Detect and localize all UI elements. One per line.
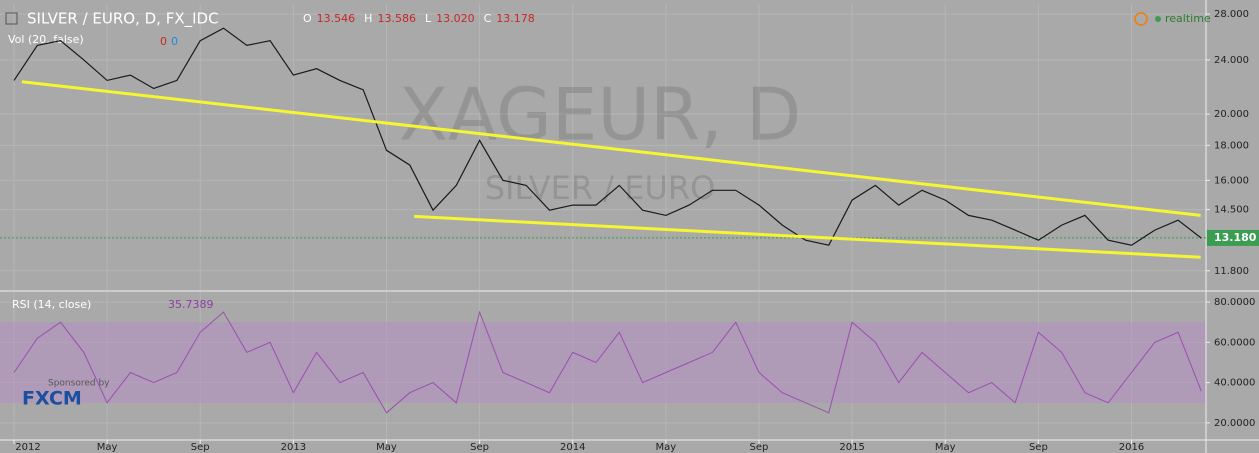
x-tick-label: 2014 bbox=[560, 442, 585, 453]
volume-value: 0 bbox=[160, 35, 167, 48]
last-price-tag bbox=[1207, 229, 1259, 246]
collapse-icon[interactable] bbox=[5, 12, 18, 25]
rsi-title: RSI (14, close) bbox=[12, 298, 91, 311]
y-tick-label: 40.0000 bbox=[1214, 378, 1255, 389]
watermark: XAGEUR, D bbox=[399, 73, 802, 157]
symbol-title[interactable]: SILVER / EURO, D, FX_IDC bbox=[27, 10, 219, 29]
x-tick-label: Sep bbox=[1029, 442, 1048, 453]
y-tick-label: 11.800 bbox=[1214, 266, 1249, 277]
rsi-band bbox=[0, 322, 1206, 403]
status-dot bbox=[1155, 16, 1161, 22]
ohlc-key: H bbox=[364, 12, 372, 25]
ohlc-value: 13.178 bbox=[496, 12, 535, 25]
y-tick-label: 18.000 bbox=[1214, 140, 1249, 151]
y-tick-label: 80.0000 bbox=[1214, 297, 1255, 308]
ohlc-value: 13.020 bbox=[436, 12, 475, 25]
x-tick-label: May bbox=[935, 442, 956, 453]
x-tick-label: 2013 bbox=[281, 442, 306, 453]
last-price-label: 13.180 bbox=[1214, 231, 1257, 244]
x-tick-label: Sep bbox=[470, 442, 489, 453]
ohlc-value: 13.546 bbox=[317, 12, 356, 25]
y-tick-label: 60.0000 bbox=[1214, 337, 1255, 348]
x-tick-label: May bbox=[97, 442, 118, 453]
trendline bbox=[21, 80, 1201, 217]
y-tick-label: 20.000 bbox=[1214, 109, 1249, 120]
sponsor-logo[interactable]: FXCM bbox=[22, 388, 82, 410]
x-tick-label: Sep bbox=[750, 442, 769, 453]
volume-label: Vol (20, false) bbox=[8, 33, 84, 46]
volume-value: 0 bbox=[171, 35, 178, 48]
ohlc-key: C bbox=[484, 12, 492, 25]
x-tick-label: Sep bbox=[191, 442, 210, 453]
y-tick-label: 20.0000 bbox=[1214, 418, 1255, 429]
y-tick-label: 14.500 bbox=[1214, 205, 1249, 216]
status: realtime bbox=[1165, 12, 1211, 25]
alert-icon[interactable] bbox=[1134, 12, 1148, 26]
ohlc-key: L bbox=[425, 12, 432, 25]
y-tick-label: 24.000 bbox=[1214, 55, 1249, 66]
y-tick-label: 16.000 bbox=[1214, 175, 1249, 186]
sponsor: Sponsored by bbox=[48, 379, 110, 389]
ohlc-key: O bbox=[303, 12, 312, 25]
watermark-subtitle: SILVER / EURO bbox=[485, 169, 716, 207]
x-tick-label: May bbox=[376, 442, 397, 453]
rsi-value: 35.7389 bbox=[168, 298, 214, 311]
x-tick-label: May bbox=[656, 442, 677, 453]
y-tick-label: 28.000 bbox=[1214, 9, 1249, 20]
x-tick-label: 2012 bbox=[15, 442, 40, 453]
x-tick-label: 2015 bbox=[839, 442, 864, 453]
rsi-line bbox=[13, 310, 1202, 414]
price-line bbox=[13, 27, 1202, 246]
trendline bbox=[414, 214, 1201, 259]
x-tick-label: 2016 bbox=[1119, 442, 1144, 453]
ohlc-value: 13.586 bbox=[377, 12, 416, 25]
